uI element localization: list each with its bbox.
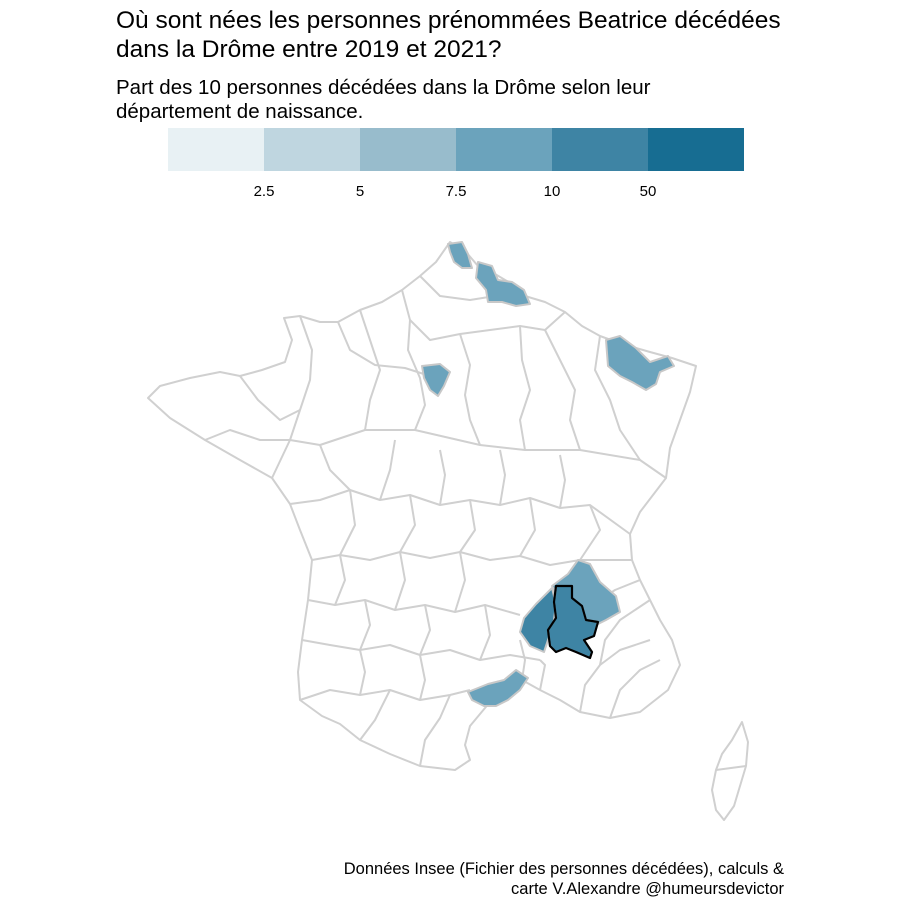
title-line-2: dans la Drôme entre 2019 et 2021?	[116, 36, 502, 63]
subtitle-line-1: Part des 10 personnes décédées dans la D…	[116, 76, 651, 99]
dept-herault	[467, 669, 529, 707]
title-line-1: Où sont nées les personnes prénommées Be…	[116, 7, 781, 34]
dept-nord-coast	[447, 241, 473, 269]
source-caption: Données Insee (Fichier des personnes déc…	[344, 859, 784, 899]
dept-val-doise	[421, 363, 451, 397]
legend-tick-4: 10	[543, 183, 561, 200]
map-title: Où sont nées les personnes prénommées Be…	[116, 6, 896, 64]
legend-bin-4	[456, 128, 552, 171]
department-borders	[147, 241, 749, 821]
corsica-outline	[711, 721, 749, 821]
caption-line-2: carte V.Alexandre @humeursdevictor	[511, 880, 784, 898]
dept-moselle	[605, 335, 675, 391]
map-subtitle: Part des 10 personnes décédées dans la D…	[116, 76, 816, 124]
legend-bin-2	[264, 128, 360, 171]
caption-line-1: Données Insee (Fichier des personnes déc…	[343, 860, 784, 878]
birth-departments	[421, 241, 675, 707]
color-legend: 2.5 5 7.5 10 50	[168, 128, 744, 208]
dept-drome-highlight	[546, 584, 600, 660]
legend-bin-5	[552, 128, 648, 171]
france-outline	[147, 241, 697, 771]
legend-bin-3	[360, 128, 456, 171]
dept-pas-de-calais	[475, 261, 531, 307]
legend-bin-1	[168, 128, 264, 171]
subtitle-line-2: département de naissance.	[116, 100, 364, 123]
legend-tick-1: 2.5	[253, 183, 275, 200]
legend-tick-5: 50	[639, 183, 657, 200]
legend-tick-3: 7.5	[445, 183, 467, 200]
legend-tick-2: 5	[355, 183, 365, 200]
legend-bin-6	[648, 128, 744, 171]
